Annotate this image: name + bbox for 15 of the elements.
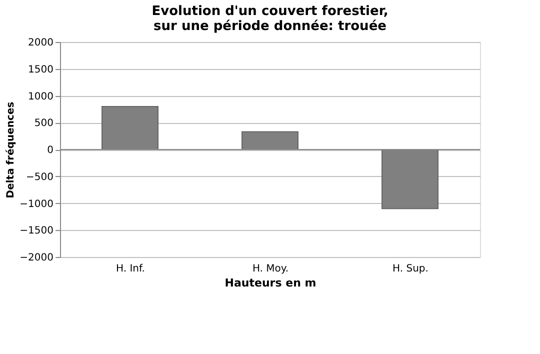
- chart-title: Evolution d'un couvert forestier, sur une période donnée: trouée: [152, 4, 388, 34]
- y-tick-label: −1000: [20, 198, 54, 210]
- x-tick-label: H. Moy.: [252, 264, 289, 274]
- y-axis-title: Delta fréquences: [6, 102, 17, 198]
- x-tick-label: H. Sup.: [392, 264, 428, 274]
- x-axis-title: Hauteurs en m: [224, 276, 316, 290]
- y-tick-label: 1000: [28, 91, 54, 102]
- y-tick-label: −500: [26, 172, 54, 183]
- y-tick-label: 500: [34, 118, 54, 130]
- y-tick-label: 1500: [28, 64, 54, 76]
- y-tick-label: 0: [47, 145, 54, 156]
- y-tick-label: 2000: [28, 38, 54, 48]
- x-tick-label: H. Inf.: [116, 264, 145, 274]
- y-tick-label: −2000: [20, 252, 54, 264]
- y-tick-label: −1500: [20, 226, 54, 237]
